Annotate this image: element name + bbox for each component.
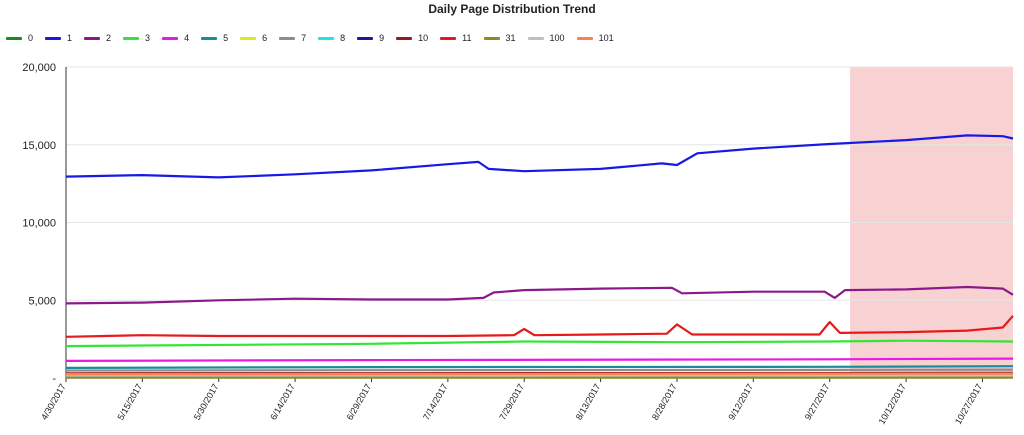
legend-label: 5 bbox=[223, 33, 229, 43]
x-tick-label: 6/29/2017 bbox=[345, 382, 374, 422]
x-tick-label: 7/29/2017 bbox=[497, 382, 526, 422]
series-line-1 bbox=[65, 134, 1014, 179]
legend-item-4[interactable]: 4 bbox=[162, 33, 189, 43]
series-line-7 bbox=[65, 368, 1014, 372]
x-tick-label: 5/30/2017 bbox=[192, 382, 221, 422]
legend-label: 2 bbox=[106, 33, 112, 43]
legend-swatch bbox=[357, 36, 374, 40]
legend-label: 6 bbox=[262, 33, 268, 43]
series-line-5 bbox=[65, 365, 1014, 369]
series-line-101 bbox=[65, 372, 1014, 376]
legend-label: 0 bbox=[28, 33, 34, 43]
legend-label: 9 bbox=[379, 33, 385, 43]
legend-item-5[interactable]: 5 bbox=[201, 33, 228, 43]
legend-label: 11 bbox=[462, 33, 472, 43]
y-tick-label: 10,000 bbox=[22, 218, 56, 230]
legend-item-6[interactable]: 6 bbox=[240, 33, 267, 43]
x-tick-label: 9/12/2017 bbox=[726, 382, 755, 422]
legend-item-0[interactable]: 0 bbox=[6, 33, 33, 43]
legend-label: 100 bbox=[549, 33, 565, 43]
series-line-4 bbox=[65, 357, 1014, 362]
x-tick-label: 6/14/2017 bbox=[268, 382, 297, 422]
legend-swatch bbox=[84, 36, 101, 40]
legend-item-7[interactable]: 7 bbox=[279, 33, 306, 43]
legend-item-31[interactable]: 31 bbox=[483, 33, 516, 43]
legend-label: 3 bbox=[145, 33, 151, 43]
legend-item-11[interactable]: 11 bbox=[440, 33, 472, 43]
series-line-3 bbox=[65, 339, 1014, 348]
x-tick-label: 8/28/2017 bbox=[650, 382, 679, 422]
legend-label: 4 bbox=[184, 33, 190, 43]
x-tick-label: 10/12/2017 bbox=[877, 382, 908, 426]
legend-swatch bbox=[201, 36, 218, 40]
legend-swatch bbox=[123, 36, 140, 40]
legend-item-8[interactable]: 8 bbox=[318, 33, 345, 43]
series-line-2 bbox=[65, 285, 1014, 305]
legend-swatch bbox=[527, 36, 544, 40]
y-tick-label: 20,000 bbox=[22, 62, 56, 74]
y-tick-label: 5,000 bbox=[28, 295, 56, 307]
legend-item-9[interactable]: 9 bbox=[357, 33, 384, 43]
x-tick-label: 9/27/2017 bbox=[803, 382, 832, 422]
legend-item-100[interactable]: 100 bbox=[527, 33, 565, 43]
x-tick-label: 10/27/2017 bbox=[953, 382, 984, 426]
legend-item-2[interactable]: 2 bbox=[84, 33, 111, 43]
legend-item-3[interactable]: 3 bbox=[123, 33, 150, 43]
legend-label: 10 bbox=[418, 33, 429, 43]
legend-swatch bbox=[45, 36, 62, 40]
legend-label: 8 bbox=[340, 33, 346, 43]
legend-swatch bbox=[440, 36, 457, 40]
chart-legend: 0 1 2 3 4 5 6 7 8 9 10 11 31 100 101 bbox=[6, 31, 626, 45]
legend-swatch bbox=[162, 36, 179, 40]
legend-swatch bbox=[576, 36, 593, 40]
legend-label: 101 bbox=[598, 33, 614, 43]
legend-swatch bbox=[483, 36, 500, 40]
y-tick-label: - bbox=[52, 373, 56, 385]
legend-swatch bbox=[396, 36, 413, 40]
chart-title: Daily Page Distribution Trend bbox=[428, 2, 596, 16]
legend-label: 1 bbox=[67, 33, 73, 43]
x-tick-label: 7/14/2017 bbox=[421, 382, 450, 422]
legend-label: 7 bbox=[301, 33, 307, 43]
legend-swatch bbox=[279, 36, 296, 40]
legend-swatch bbox=[240, 36, 257, 40]
legend-swatch bbox=[6, 36, 22, 40]
legend-item-101[interactable]: 101 bbox=[576, 33, 614, 43]
x-tick-label: 4/30/2017 bbox=[39, 382, 68, 422]
legend-item-1[interactable]: 1 bbox=[45, 33, 72, 43]
legend-item-10[interactable]: 10 bbox=[396, 33, 428, 43]
series-line-11 bbox=[65, 315, 1014, 338]
x-tick-label: 5/15/2017 bbox=[115, 382, 144, 422]
x-tick-label: 8/13/2017 bbox=[574, 382, 603, 422]
legend-label: 31 bbox=[505, 33, 516, 43]
y-tick-label: 15,000 bbox=[22, 140, 56, 152]
legend-swatch bbox=[318, 36, 335, 40]
